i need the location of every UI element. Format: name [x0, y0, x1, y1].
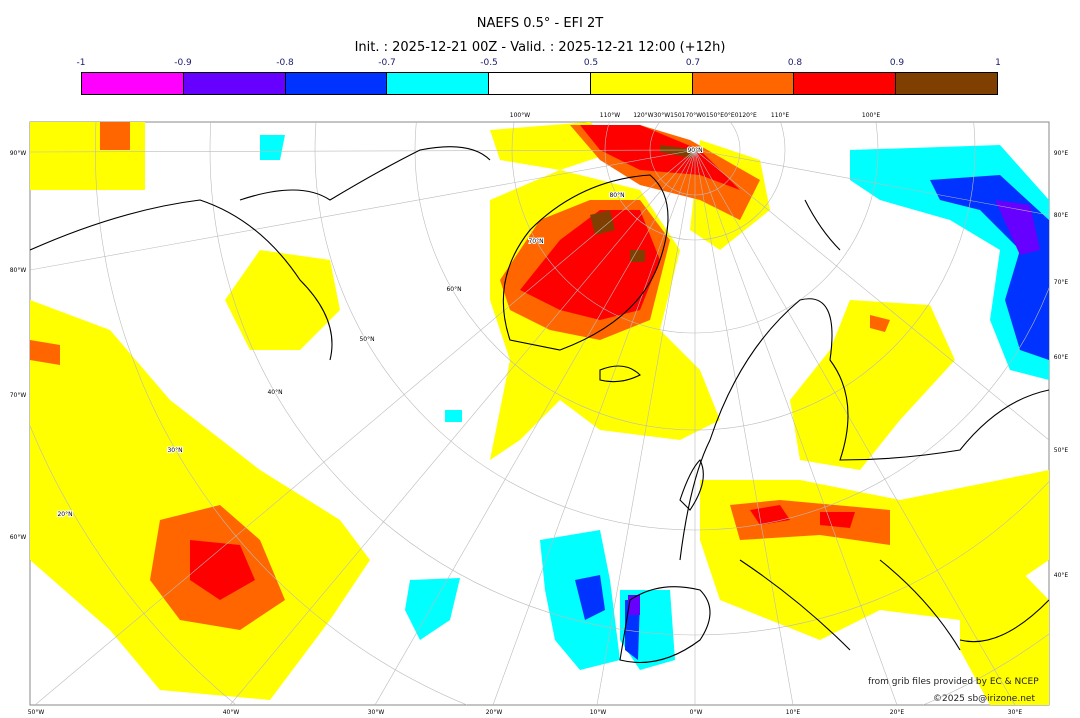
axis-label: 70°E	[1054, 279, 1069, 286]
left-longitude-labels: 90°W 80°W 70°W 60°W	[10, 150, 27, 541]
colorbar-tick-label: -1	[76, 58, 86, 68]
map-subtitle: Init. : 2025-12-21 00Z - Valid. : 2025-1…	[354, 40, 726, 55]
axis-label: 90°W	[10, 150, 27, 157]
colorbar-segment	[590, 73, 693, 94]
axis-label: 90°E	[1054, 150, 1069, 157]
colorbar-segment	[692, 73, 795, 94]
axis-label: 20°W	[486, 709, 503, 716]
right-longitude-labels: 90°E 80°E 70°E 60°E 50°E 40°E	[1054, 150, 1069, 579]
colorbar-tick-label: -0.9	[174, 58, 192, 68]
axis-label: 70°N	[528, 238, 543, 245]
colorbar-segment	[82, 73, 184, 94]
axis-label: 80°N	[609, 192, 624, 199]
colorbar-tick-label: 0.8	[787, 58, 803, 68]
axis-label: 40°E	[1054, 572, 1069, 579]
copyright-credit: ©2025 sb@irizone.net	[933, 694, 1035, 704]
colorbar-tick-label: -0.5	[480, 58, 498, 68]
colorbar-tick-label: 0.9	[889, 58, 905, 68]
axis-label: 60°W	[10, 534, 27, 541]
axis-label: 110°E	[771, 112, 789, 119]
colorbar-segment	[285, 73, 388, 94]
axis-label: 80°E	[1054, 212, 1069, 219]
top-longitude-labels: 100°W 110°W 120°W30°W150170°W0150°E0°E0120…	[510, 112, 881, 119]
colorbar-segment	[794, 73, 897, 94]
axis-label: 50°W	[28, 709, 45, 716]
source-credit: from grib files provided by EC & NCEP	[868, 677, 1039, 687]
axis-label: 50°N	[359, 336, 374, 343]
colorbar-segment	[489, 73, 591, 94]
axis-label: 20°E	[890, 709, 905, 716]
axis-label: 60°N	[446, 286, 461, 293]
axis-label: 10°W	[590, 709, 607, 716]
axis-label: 10°E	[786, 709, 801, 716]
axis-label: 40°W	[223, 709, 240, 716]
axis-label: 0°W	[690, 709, 703, 716]
axis-label: 100°E	[862, 112, 880, 119]
axis-label: 30°W	[368, 709, 385, 716]
colorbar-tick-label: 0.7	[685, 58, 701, 68]
map-title: NAEFS 0.5° - EFI 2T	[476, 16, 604, 31]
axis-label: 60°E	[1054, 354, 1069, 361]
bottom-longitude-labels: 50°W 40°W 30°W 20°W 10°W 0°W 10°E 20°E 30°E	[28, 709, 1023, 716]
colorbar-segment	[183, 73, 286, 94]
axis-label: 30°N	[167, 447, 182, 454]
colorbar-segment	[387, 73, 490, 94]
colorbar-tick-label: 0.5	[583, 58, 599, 68]
axis-label: 20°N	[57, 511, 72, 518]
axis-label: 110°W	[600, 112, 620, 119]
colorbar-tick-label: 1	[995, 58, 1001, 68]
colorbar-tick-label: -0.7	[378, 58, 396, 68]
coastlines	[30, 146, 1049, 663]
colorbar-tick-label: -0.8	[276, 58, 294, 68]
axis-label: 40°N	[267, 389, 282, 396]
axis-label: 90°N	[687, 147, 702, 154]
colorbar	[81, 72, 998, 95]
axis-label: 70°W	[10, 392, 27, 399]
axis-label: 30°E	[1008, 709, 1023, 716]
axis-label: 50°E	[1054, 447, 1069, 454]
efi-field	[30, 122, 1049, 705]
axis-label: 120°W30°W150170°W0150°E0°E0120°E	[633, 112, 757, 119]
latitude-labels: 90°N 80°N 70°N 60°N 50°N 40°N 30°N 20°N	[56, 146, 703, 519]
axis-label: 80°W	[10, 267, 27, 274]
axis-label: 100°W	[510, 112, 530, 119]
colorbar-segment	[896, 73, 998, 94]
graticule	[30, 122, 1049, 705]
